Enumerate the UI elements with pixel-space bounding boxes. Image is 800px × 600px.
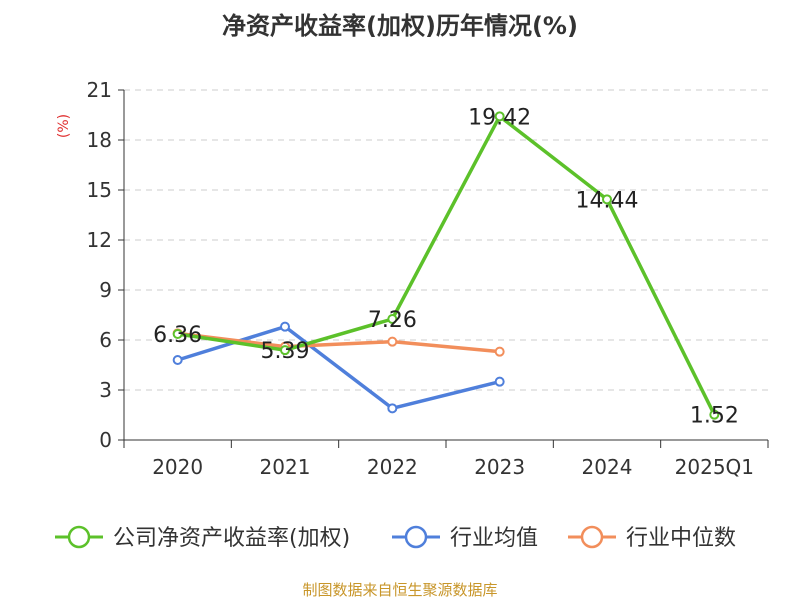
source-note: 制图数据来自恒生聚源数据库 — [302, 581, 497, 599]
series-point-0 — [280, 345, 290, 356]
chart-title: 净资产收益率(加权)历年情况(%) — [222, 12, 578, 40]
series-line-0 — [177, 114, 716, 416]
series-point-0 — [709, 409, 720, 420]
legend-label: 公司净资产收益率(加权) — [113, 526, 350, 551]
series-point-1 — [172, 355, 183, 365]
data-label: 1.52 — [690, 404, 739, 429]
y-tick-label: 18 — [87, 128, 112, 152]
series-group — [172, 111, 720, 420]
y-axis-label: (%) — [56, 114, 72, 138]
y-tick-label: 6 — [99, 328, 112, 352]
axes: 0 3 6 9 12 15 18 21 2020 2021 2022 2023 2024 2025Q1 — [87, 78, 769, 479]
y-tick-label: 21 — [87, 78, 112, 102]
series-line-2 — [177, 331, 500, 354]
series-point-2 — [494, 346, 505, 357]
y-tick-label: 15 — [87, 178, 112, 202]
legend-label: 行业均值 — [450, 526, 538, 551]
series-point-1 — [494, 376, 505, 387]
series-point-1 — [387, 403, 398, 414]
y-tick-label: 0 — [99, 428, 112, 452]
y-tick-label: 3 — [99, 378, 112, 402]
x-tick-label: 2023 — [474, 455, 525, 479]
legend: 公司净资产收益率(加权) 行业均值 行业中位数 — [55, 525, 736, 551]
series-point-1 — [280, 321, 290, 332]
legend-swatch-marker — [67, 525, 91, 549]
data-label: 7.26 — [368, 308, 417, 333]
series-point-2 — [387, 336, 398, 347]
series-point-0 — [602, 194, 612, 205]
grid-lines — [124, 89, 768, 391]
data-labels: 6.36 5.39 7.26 19.42 14.44 1.52 — [153, 105, 739, 428]
x-tick-label: 2024 — [582, 455, 633, 479]
legend-label: 行业中位数 — [626, 526, 736, 551]
data-label: 19.42 — [468, 105, 531, 130]
series-point-0 — [494, 111, 505, 122]
x-tick-label: 2022 — [367, 455, 418, 479]
series-point-0 — [172, 329, 183, 339]
data-label: 6.36 — [153, 323, 202, 348]
legend-swatch-marker — [404, 525, 428, 549]
y-tick-label: 12 — [87, 228, 112, 252]
x-tick-label: 2021 — [260, 455, 311, 479]
x-tick-label: 2020 — [152, 455, 203, 479]
data-label: 14.44 — [576, 188, 639, 213]
y-tick-label: 9 — [99, 278, 112, 302]
series-point-0 — [387, 314, 398, 324]
legend-swatch-marker — [580, 525, 604, 549]
x-tick-label: 2025Q1 — [675, 455, 754, 479]
data-label: 5.39 — [261, 339, 310, 364]
